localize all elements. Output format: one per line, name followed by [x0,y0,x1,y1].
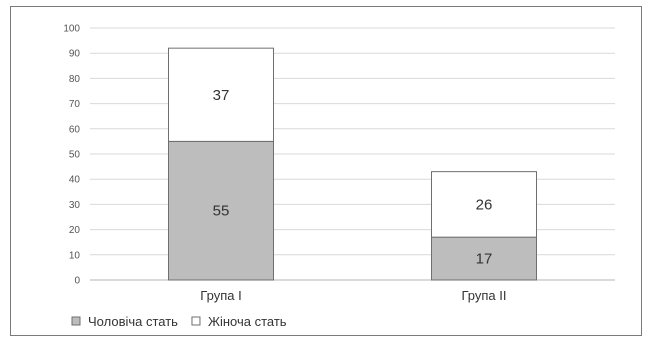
y-tick-label: 20 [69,225,81,236]
y-tick-label: 40 [69,175,81,186]
legend-swatch [191,316,201,326]
x-category-label: Група І [200,288,241,303]
legend-swatch [71,316,81,326]
data-label: 37 [213,87,230,104]
data-label: 55 [213,203,230,220]
y-tick-label: 60 [69,124,81,135]
bar-segment [168,140,274,281]
y-tick-label: 30 [69,200,81,211]
y-tick-label: 50 [69,150,81,161]
legend-label: Жіноча стать [208,314,287,329]
y-tick-label: 0 [74,276,80,287]
y-tick-label: 90 [69,49,81,60]
y-tick-label: 100 [63,24,80,35]
y-tick-label: 70 [69,99,81,110]
x-category-label: Група ІІ [462,288,507,303]
data-label: 17 [476,251,493,268]
chart-frame [10,6,642,336]
bar-segment [431,236,537,281]
bar-segment [168,47,274,142]
y-tick-label: 80 [69,74,81,85]
data-label: 26 [476,196,493,213]
legend-label: Чоловіча стать [88,314,178,329]
bar-segment [431,171,537,238]
y-tick-label: 10 [69,250,81,261]
